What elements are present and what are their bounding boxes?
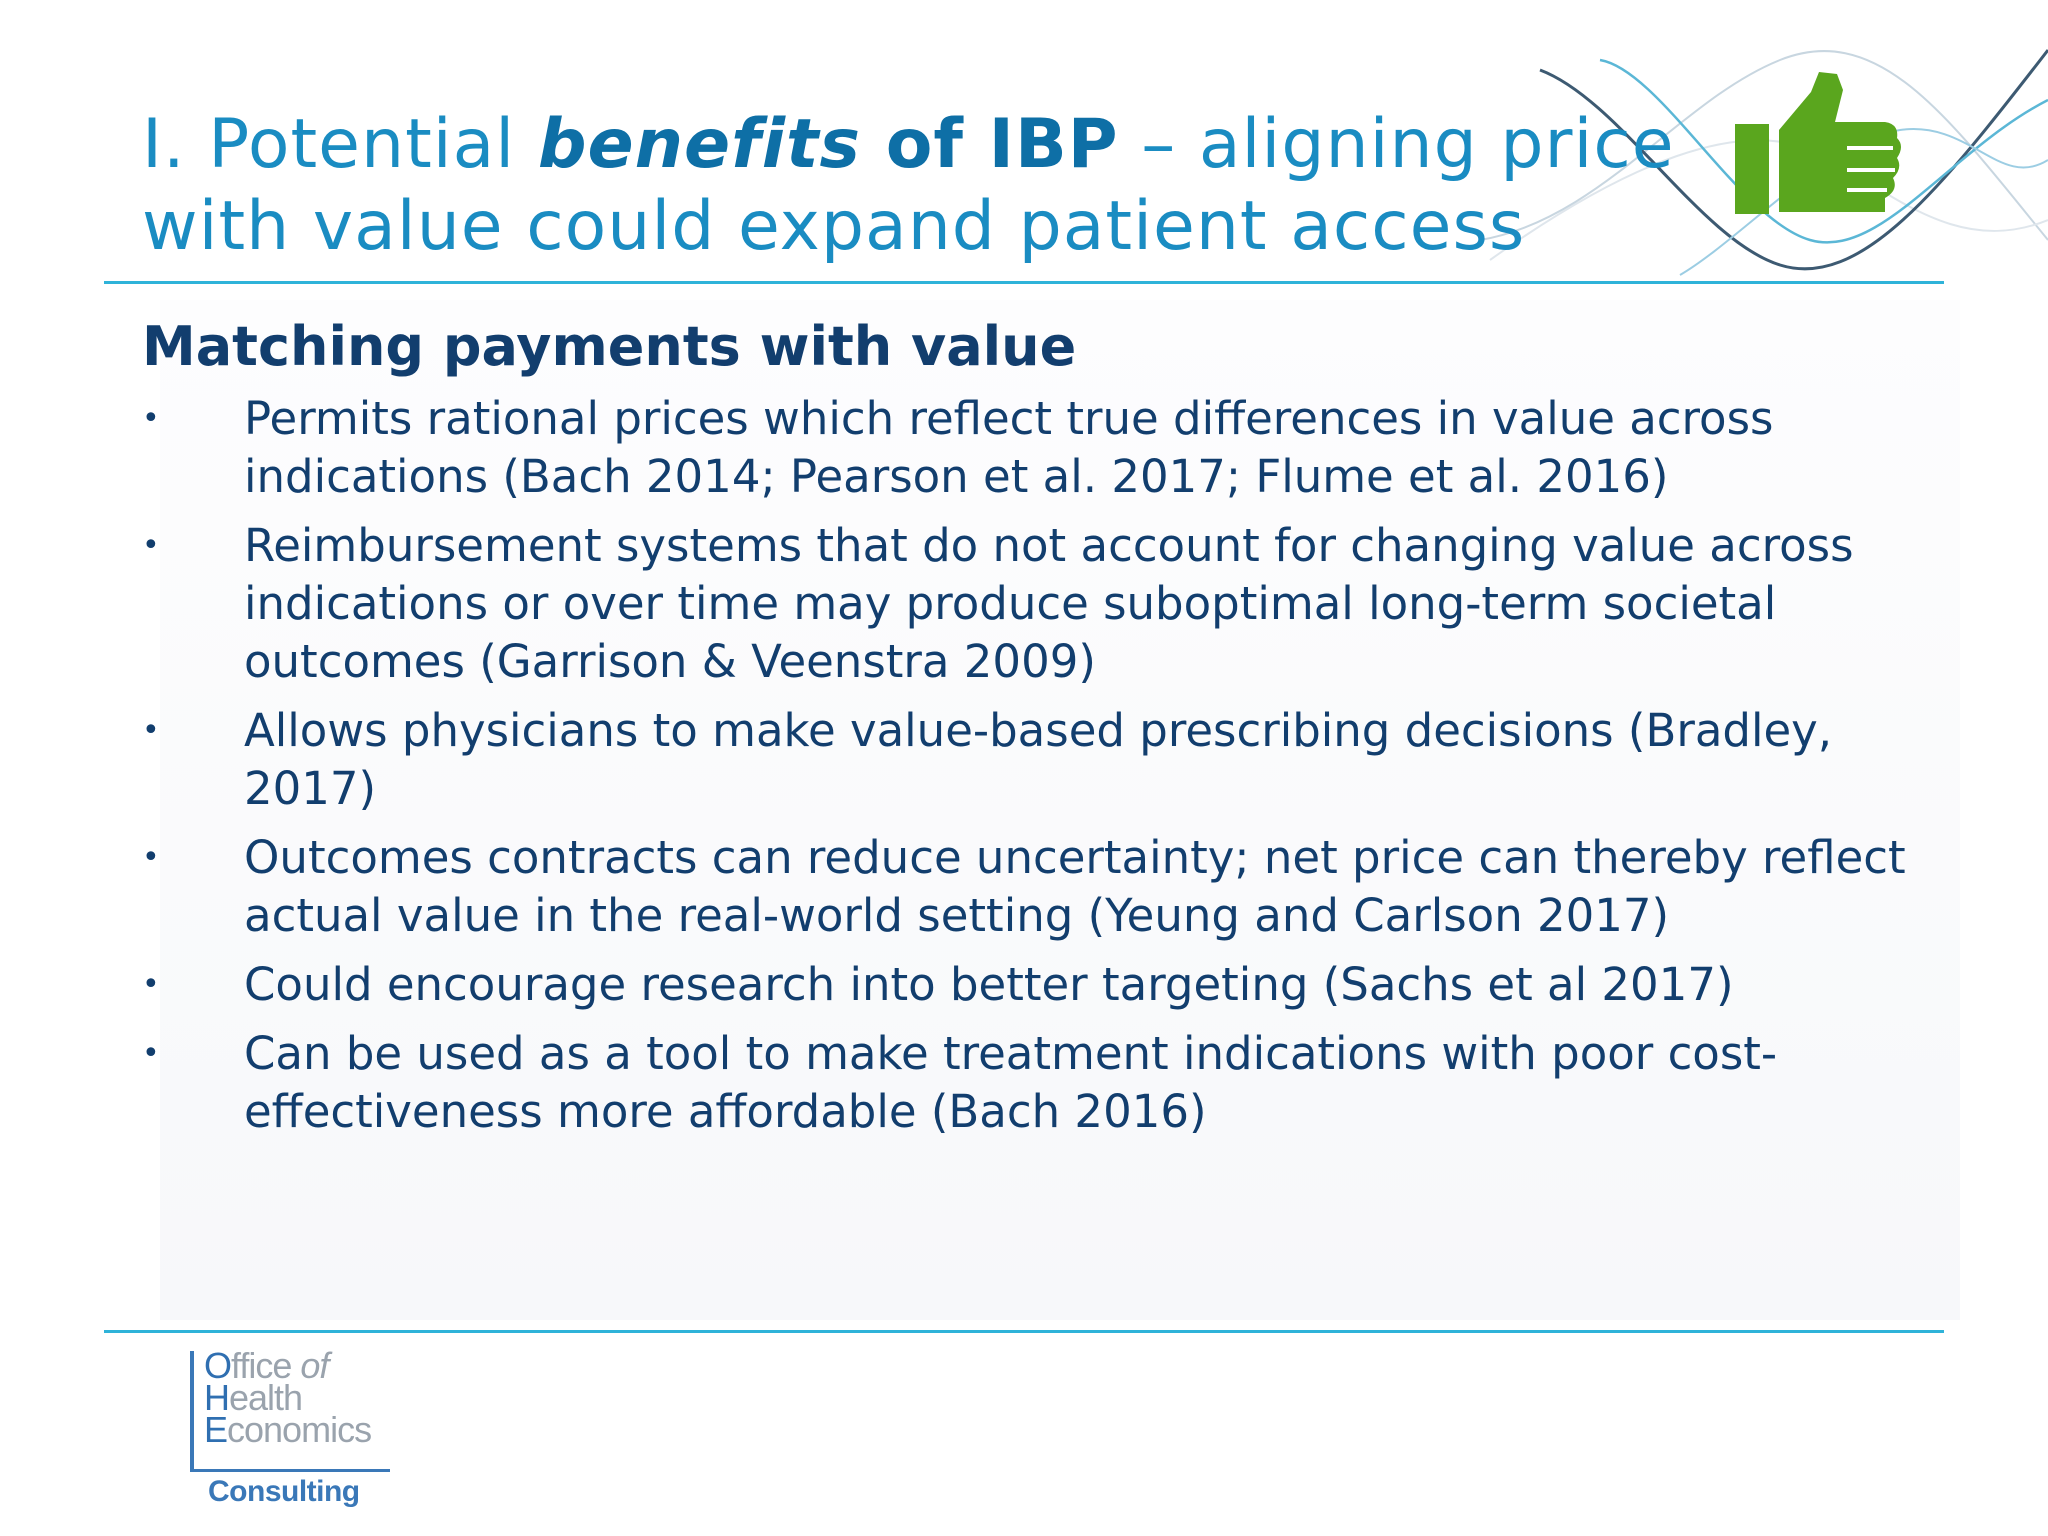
bullet-text: Allows physicians to make value-based pr… bbox=[244, 704, 1833, 815]
bullet-marker: • bbox=[142, 840, 160, 875]
list-item: • Could encourage research into better ta… bbox=[142, 956, 1942, 1014]
bullet-marker: • bbox=[142, 713, 160, 748]
footer-divider bbox=[104, 1330, 1944, 1333]
logo-bar-vertical bbox=[190, 1351, 194, 1471]
logo-line-economics: Economics bbox=[204, 1409, 372, 1450]
title-part-2: – aligning price with value could expand… bbox=[142, 104, 1675, 266]
section-heading: Matching payments with value bbox=[142, 315, 1077, 378]
header-divider bbox=[104, 281, 1944, 284]
title-strong: of IBP bbox=[861, 104, 1119, 184]
bullet-marker: • bbox=[142, 1036, 160, 1071]
thumbs-up-icon bbox=[1735, 72, 1901, 214]
logo-line-health: Health bbox=[204, 1377, 303, 1418]
title-part-1: I. Potential bbox=[142, 104, 538, 184]
list-item: • Reimbursement systems that do not accou… bbox=[142, 517, 1942, 691]
bullet-list: • Permits rational prices which reflect t… bbox=[142, 390, 1942, 1152]
bullet-marker: • bbox=[142, 401, 160, 436]
logo-line-office: Office of bbox=[204, 1345, 329, 1386]
list-item: • Permits rational prices which reflect t… bbox=[142, 390, 1942, 506]
list-item: • Allows physicians to make value-based p… bbox=[142, 702, 1942, 818]
bullet-text: Outcomes contracts can reduce uncertaint… bbox=[244, 831, 1906, 942]
title-emphasis: benefits bbox=[537, 104, 862, 184]
logo-bar-horizontal bbox=[190, 1469, 390, 1472]
bullet-text: Could encourage research into better tar… bbox=[244, 958, 1734, 1011]
content-background bbox=[160, 300, 1960, 1320]
bullet-text: Permits rational prices which reflect tr… bbox=[244, 392, 1774, 503]
bullet-marker: • bbox=[142, 528, 160, 563]
bullet-marker: • bbox=[142, 967, 160, 1002]
slide-title: I. Potential benefits of IBP – aligning … bbox=[142, 104, 1702, 268]
bullet-text: Can be used as a tool to make treatment … bbox=[244, 1027, 1778, 1138]
list-item: • Outcomes contracts can reduce uncertain… bbox=[142, 829, 1942, 945]
bullet-text: Reimbursement systems that do not accoun… bbox=[244, 519, 1854, 688]
logo-consulting: Consulting bbox=[208, 1475, 360, 1508]
ohe-logo: Office of Health Economics Consulting bbox=[190, 1345, 420, 1515]
list-item: • Can be used as a tool to make treatment… bbox=[142, 1025, 1942, 1141]
